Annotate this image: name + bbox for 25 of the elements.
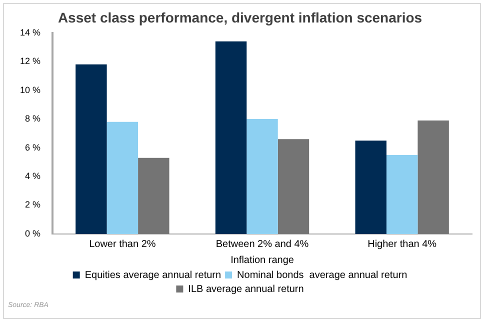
y-tick-label: 10 % — [20, 84, 41, 95]
bar — [278, 139, 310, 234]
x-tick-label: Higher than 4% — [368, 238, 437, 250]
bar — [215, 41, 247, 234]
y-tick-label: 4 % — [25, 171, 41, 181]
legend-label: ILB average annual return — [188, 284, 304, 295]
x-tick-label: Between 2% and 4% — [216, 238, 309, 250]
y-tick-label: 2 % — [25, 200, 41, 210]
chart-title: Asset class performance, divergent inflation scenarios — [58, 9, 422, 26]
bar — [386, 154, 418, 234]
y-tick-label: 14 % — [20, 27, 41, 38]
y-tick-label: 0 % — [25, 228, 41, 238]
y-tick-label: 8 % — [25, 114, 41, 124]
legend-label: Equities average annual return — [84, 270, 222, 281]
bar — [76, 64, 107, 234]
y-tick-label: 12 % — [20, 56, 41, 66]
bar — [138, 158, 170, 234]
x-tick-label: Lower than 2% — [89, 238, 156, 250]
bar — [355, 140, 386, 234]
x-axis-title: Inflation range — [230, 254, 294, 266]
legend-label: Nominal bonds average annual return — [237, 270, 408, 281]
bar — [418, 120, 449, 234]
bar — [246, 119, 278, 234]
bar — [106, 122, 138, 234]
y-tick-label: 6 % — [25, 142, 41, 152]
